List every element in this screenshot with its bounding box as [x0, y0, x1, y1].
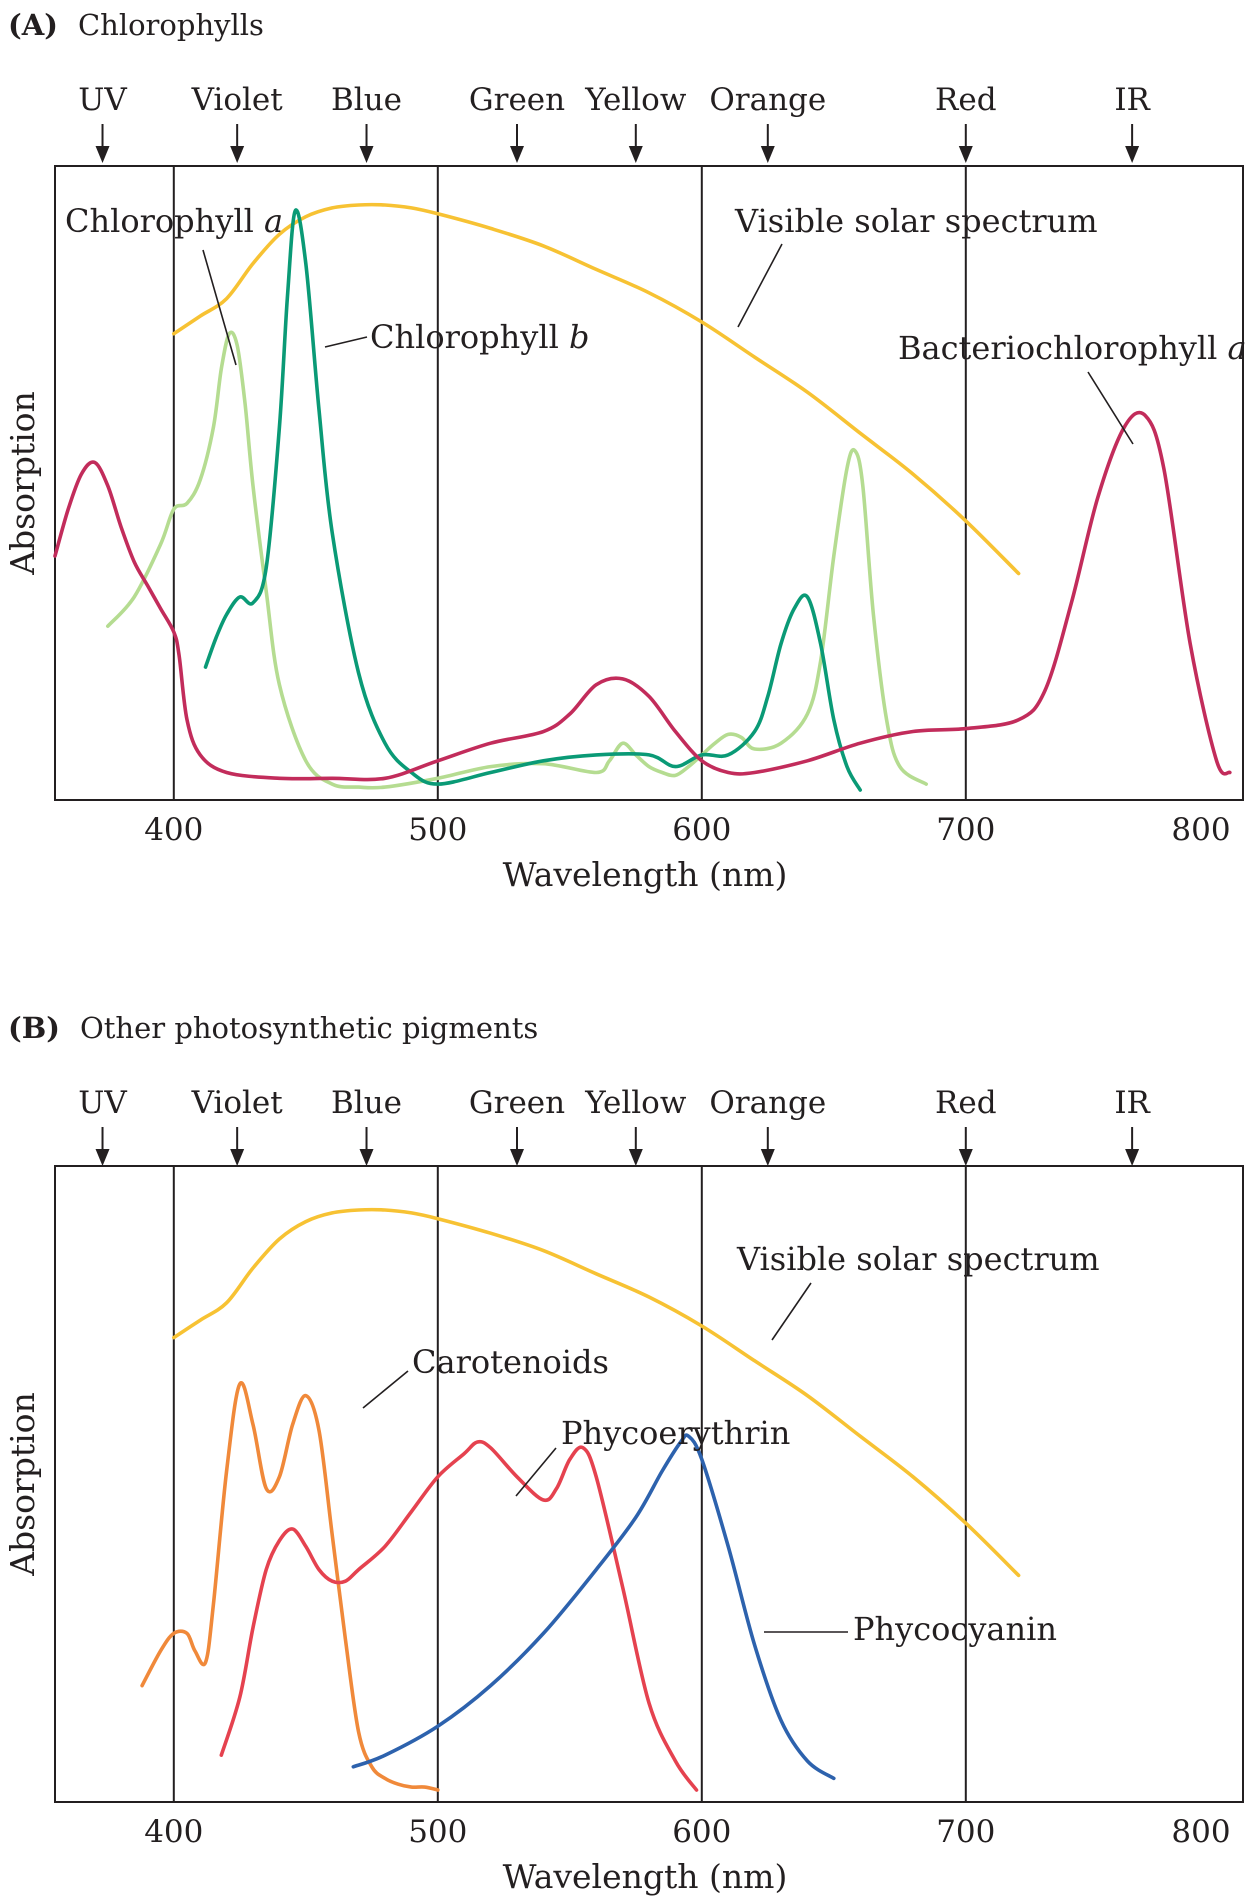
band-arrow-head [958, 1149, 973, 1166]
band-label-blue: Blue [331, 1085, 402, 1121]
band-arrow-head [230, 1149, 245, 1166]
annotation-chlorophyll-b-text: Chlorophyll [370, 318, 569, 356]
annotation-chlorophyll-a-leader [202, 249, 237, 366]
annotation-chlorophyll-b: Chlorophyll b [370, 318, 589, 356]
x-axis-label: Wavelength (nm) [503, 855, 788, 894]
band-arrow-head [760, 1149, 775, 1166]
x-tick-label-400: 400 [144, 812, 203, 848]
band-arrow-head [1125, 1149, 1140, 1166]
y-axis-label: Absorption [3, 1392, 42, 1577]
band-label-blue: Blue [331, 82, 402, 118]
panel-letter: (B) [8, 1011, 60, 1045]
band-label-yellow: Yellow [584, 1085, 687, 1121]
series-line-carotenoids [140, 1381, 440, 1792]
band-arrow-head [628, 146, 643, 163]
band-arrow-head [230, 146, 245, 163]
band-label-uv: UV [78, 82, 127, 118]
annotation-phycoerythrin: Phycoerythrin [561, 1414, 790, 1452]
panel-title: Other photosynthetic pigments [80, 1011, 538, 1045]
annotation-carotenoids-leader [362, 1370, 409, 1409]
x-tick-label-800: 800 [1171, 812, 1230, 848]
annotation-chlorophyll-a: Chlorophyll a [65, 202, 283, 240]
band-label-green: Green [469, 1085, 565, 1121]
annotation-visible-solar-spectrum: Visible solar spectrum [736, 1240, 1100, 1278]
band-arrow-head [359, 146, 374, 163]
panel-letter: (A) [8, 8, 58, 42]
series-line-phycoerythrin [219, 1439, 699, 1792]
band-label-violet: Violet [191, 1085, 284, 1121]
x-tick-label-400: 400 [144, 1814, 203, 1850]
x-tick-label-600: 600 [672, 1814, 731, 1850]
y-axis-label: Absorption [3, 391, 42, 576]
x-tick-label-500: 500 [408, 1814, 467, 1850]
annotation-phycocyanin: Phycocyanin [853, 1610, 1057, 1648]
annotation-bacteriochlorophyll-a-italic: a [1228, 329, 1247, 367]
band-label-red: Red [935, 82, 997, 118]
annotation-chlorophyll-b-leader [324, 336, 368, 348]
annotation-chlorophyll-a-text: Chlorophyll [65, 202, 264, 240]
series-line-chlorophyll-a [106, 330, 928, 790]
panel-a: (A) Chlorophylls UV Violet Blue Green Yellow Or… [3, 8, 1247, 894]
band-label-orange: Orange [709, 82, 826, 118]
band-label-orange: Orange [709, 1085, 826, 1121]
panel-title: Chlorophylls [78, 8, 264, 42]
band-arrow-head [510, 146, 524, 163]
band-arrow-head [359, 1149, 374, 1166]
band-arrow-head [95, 146, 110, 163]
annotation-bacteriochlorophyll-a-leader [1087, 371, 1134, 445]
band-label-green: Green [469, 82, 565, 118]
series-line-chlorophyll-b [203, 208, 862, 792]
series-line-visible-solar-spectrum [172, 1207, 1021, 1578]
x-tick-label-600: 600 [672, 812, 731, 848]
series-line-bacteriochlorophyll-a [53, 410, 1232, 782]
band-arrow-head [760, 146, 775, 163]
series-line-phycocyanin [351, 1433, 836, 1781]
x-tick-label-500: 500 [408, 812, 467, 848]
panel-heading: (A) Chlorophylls [8, 8, 264, 42]
panel-b: (B) Other photosynthetic pigments UV Violet… [3, 1011, 1244, 1896]
annotation-visible-solar-spectrum-leader [737, 243, 783, 328]
band-arrow-head [628, 1149, 643, 1166]
x-tick-label-700: 700 [936, 1814, 995, 1850]
annotation-bacteriochlorophyll-a-text: Bacteriochlorophyll [898, 329, 1228, 367]
x-axis-label: Wavelength (nm) [503, 1857, 788, 1896]
annotation-bacteriochlorophyll-a: Bacteriochlorophyll a [898, 329, 1247, 367]
band-label-ir: IR [1114, 82, 1151, 118]
band-label-violet: Violet [191, 82, 284, 118]
band-arrow-head [958, 146, 973, 163]
band-arrow-head [95, 1149, 110, 1166]
plot-frame [54, 1165, 1244, 1803]
annotation-phycoerythrin-leader [515, 1447, 557, 1497]
band-arrow-head [510, 1149, 524, 1166]
annotation-visible-solar-spectrum-leader [771, 1282, 812, 1341]
band-label-yellow: Yellow [584, 82, 687, 118]
band-arrow-head [1125, 146, 1140, 163]
plot-frame [54, 165, 1244, 801]
series-line-visible-solar-spectrum [172, 202, 1021, 576]
band-label-red: Red [935, 1085, 997, 1121]
x-tick-label-800: 800 [1171, 1814, 1230, 1850]
band-label-uv: UV [78, 1085, 127, 1121]
annotation-chlorophyll-b-italic: b [569, 318, 589, 356]
panel-heading: (B) Other photosynthetic pigments [8, 1011, 538, 1045]
annotation-chlorophyll-a-italic: a [264, 202, 283, 240]
annotation-carotenoids: Carotenoids [412, 1343, 609, 1381]
x-tick-label-700: 700 [936, 812, 995, 848]
band-label-ir: IR [1114, 1085, 1151, 1121]
annotation-visible-solar-spectrum: Visible solar spectrum [734, 202, 1098, 240]
